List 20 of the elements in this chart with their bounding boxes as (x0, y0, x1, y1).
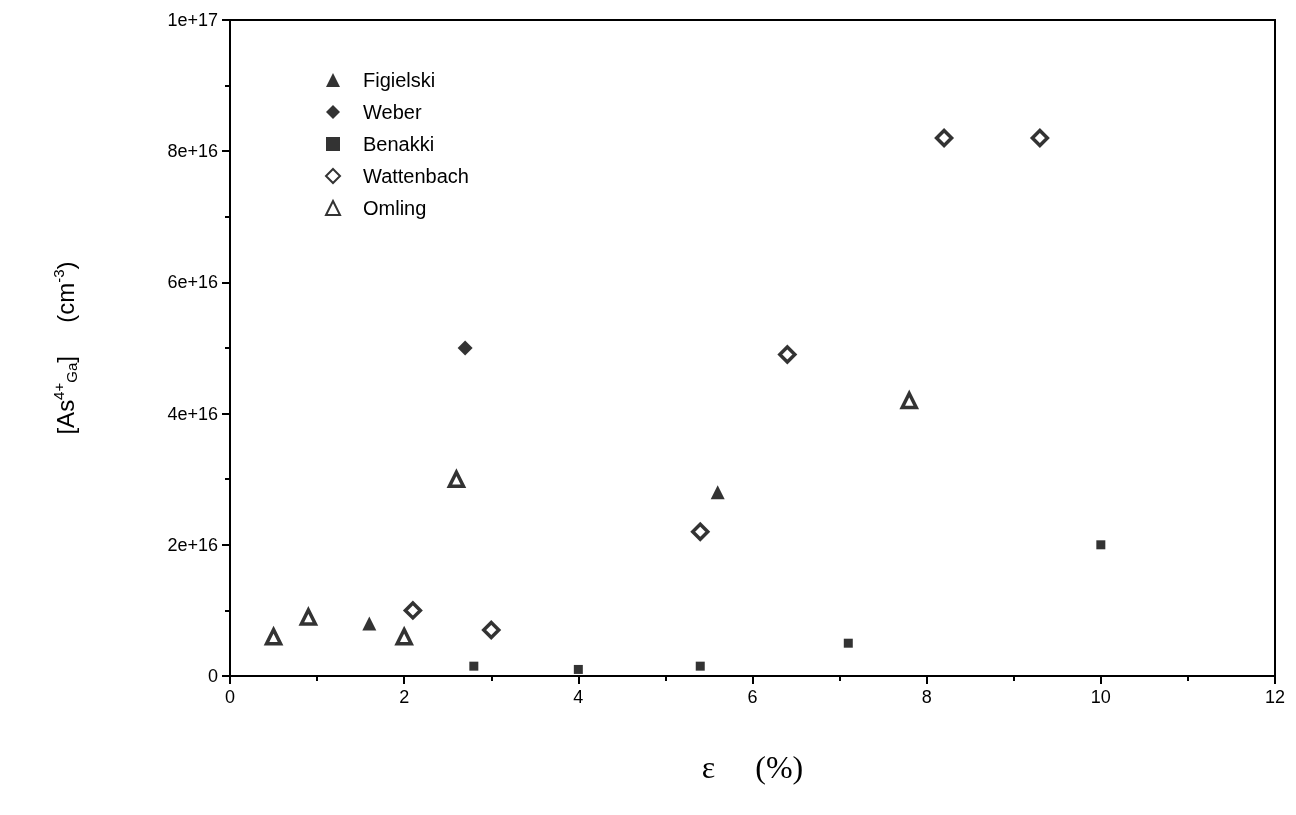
y-tick-label: 2e+16 (167, 534, 218, 555)
x-tick-label: 0 (224, 687, 236, 707)
y-tick-label: 6e+16 (167, 272, 218, 293)
x-tick-label: 8 (921, 687, 932, 707)
legend-label: Wattenbach (363, 165, 469, 187)
y-tick-label: 4e+16 (167, 403, 218, 424)
x-tick-label: 6 (747, 687, 758, 707)
x-tick-label: 12 (1264, 687, 1286, 707)
x-tick-label: 2 (399, 687, 410, 707)
legend-label: Benakki (363, 133, 435, 155)
y-tick-label: 1e+17 (167, 10, 218, 30)
legend-label: Figielski (363, 69, 436, 91)
x-tick-label: 4 (573, 687, 584, 707)
x-axis-title: ε (%) (701, 749, 804, 785)
legend-label: Omling (363, 197, 427, 219)
x-tick-label: 10 (1090, 687, 1111, 707)
y-axis-title: [As4+Ga] (cm-3) (50, 261, 80, 435)
y-tick-label: 0 (207, 666, 218, 686)
legend-label: Weber (363, 101, 422, 123)
y-tick-label: 8e+16 (167, 141, 218, 162)
